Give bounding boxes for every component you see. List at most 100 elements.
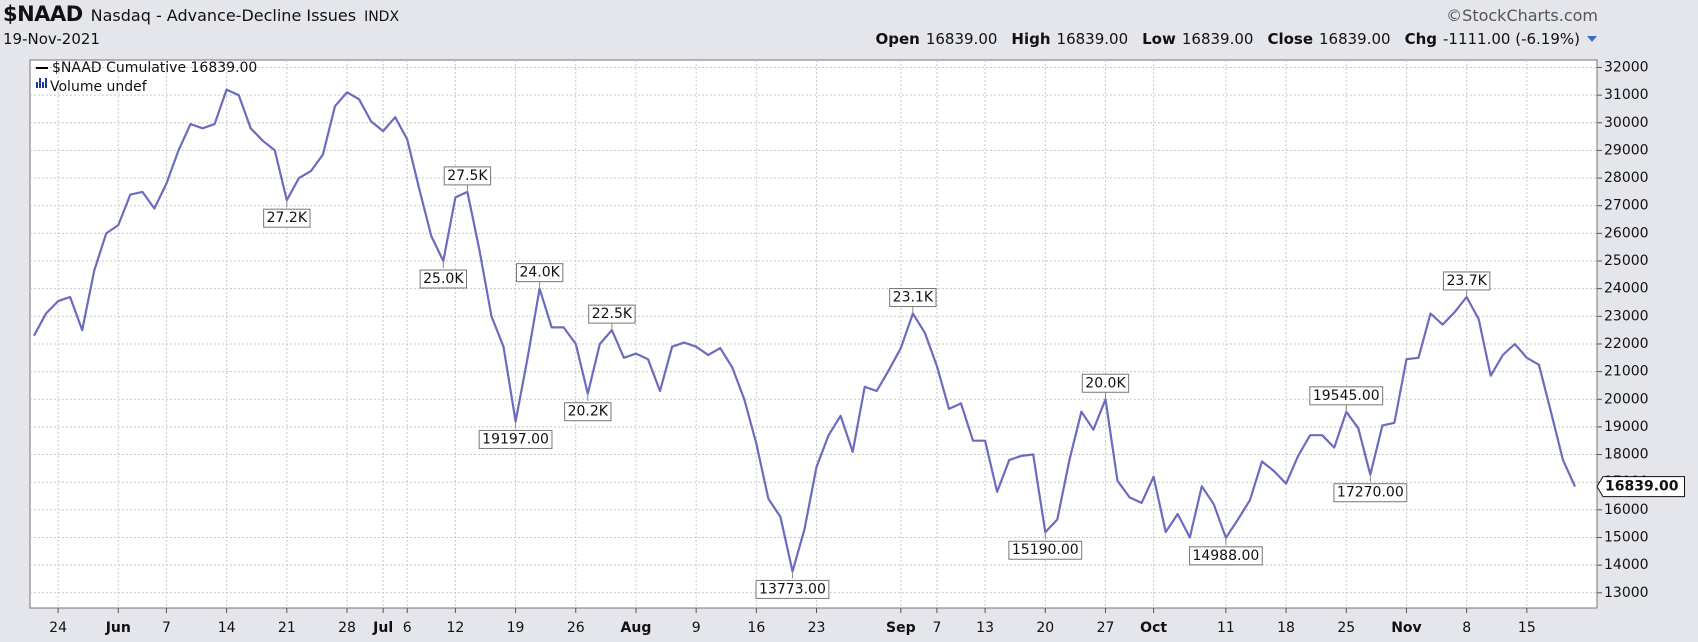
- value-label: 27.5K: [443, 166, 492, 186]
- y-tick-label: 14000: [1604, 557, 1649, 573]
- quote-value: 16839.00: [1056, 30, 1129, 48]
- header-quote: 19-Nov-2021 Open 16839.00 High 16839.00 Low 1…: [3, 30, 1598, 52]
- value-label-text: 20.2K: [568, 404, 609, 420]
- volume-icon-bar: [39, 78, 41, 88]
- value-label-text: 24.0K: [519, 265, 560, 281]
- x-tick-label: Sep: [886, 620, 916, 636]
- volume-legend: Volume undef: [50, 79, 148, 95]
- quote-value: 16839.00: [925, 30, 998, 48]
- y-tick-label: 28000: [1604, 170, 1649, 186]
- x-tick-label: 24: [49, 620, 67, 636]
- last-value-label: 16839.00: [1605, 479, 1679, 495]
- brand: ©StockCharts.com: [1446, 6, 1598, 25]
- x-tick-label: 27: [1097, 620, 1115, 636]
- quote-label: Close: [1267, 30, 1313, 48]
- volume-icon-bar: [45, 78, 47, 88]
- value-label-box: [1333, 483, 1408, 503]
- value-label-box: [419, 269, 468, 289]
- value-label-box: [889, 288, 937, 308]
- x-tick-label: 25: [1337, 620, 1355, 636]
- x-tick-label: 12: [446, 620, 464, 636]
- value-label-text: 25.0K: [423, 271, 464, 287]
- value-label-box: [1309, 386, 1384, 406]
- value-label-box: [515, 263, 564, 283]
- plot-area: [29, 59, 1598, 609]
- value-label-box: [1188, 546, 1263, 566]
- value-label: 14988.00: [1188, 546, 1263, 566]
- quote-label: Chg: [1404, 30, 1438, 48]
- y-tick-label: 30000: [1604, 115, 1649, 131]
- value-label-text: 23.7K: [1446, 273, 1487, 289]
- value-label: 20.2K: [564, 402, 612, 422]
- x-tick-label: 7: [932, 620, 941, 636]
- y-tick-label: 31000: [1604, 87, 1649, 103]
- quote-value: -1111.00 (-6.19%): [1443, 30, 1580, 48]
- value-label-box: [1442, 271, 1491, 291]
- value-label: 22.5K: [588, 304, 636, 324]
- value-label-text: 22.5K: [592, 306, 633, 322]
- value-label: 23.7K: [1442, 271, 1491, 291]
- plot: 27.2K 25.0K 27.5K 19197.00 24.0K 20.2K 22.5K 13…: [33, 88, 1577, 599]
- y-tick-label: 32000: [1604, 59, 1649, 75]
- value-label: 15190.00: [1008, 540, 1083, 560]
- x-tick-label: 11: [1217, 620, 1235, 636]
- x-tick-label: Jul: [372, 620, 393, 636]
- y-tick-label: 19000: [1604, 419, 1649, 435]
- y-tick-label: 16000: [1604, 502, 1649, 518]
- value-label-box: [478, 429, 553, 449]
- quote-label: Low: [1142, 30, 1176, 48]
- value-label-text: 14988.00: [1192, 548, 1259, 564]
- value-label: 19197.00: [478, 429, 553, 449]
- dropdown-icon[interactable]: [1586, 34, 1598, 44]
- y-tick-label: 13000: [1604, 585, 1649, 601]
- value-label-box: [443, 166, 492, 186]
- x-tick-label: Jun: [105, 620, 131, 636]
- value-label-text: 17270.00: [1337, 485, 1404, 501]
- value-label: 24.0K: [515, 263, 564, 283]
- value-label-text: 13773.00: [759, 581, 826, 597]
- volume-icon-bar: [36, 82, 38, 88]
- x-tick-label: 18: [1277, 620, 1295, 636]
- y-tick-label: 23000: [1604, 308, 1649, 324]
- y-tick-label: 24000: [1604, 281, 1649, 297]
- value-label-box: [263, 208, 311, 228]
- x-tick-label: 7: [162, 620, 171, 636]
- value-label-box: [1081, 373, 1130, 393]
- value-label-text: 15190.00: [1012, 542, 1079, 558]
- y-tick-label: 21000: [1604, 364, 1649, 380]
- x-tick-label: 23: [808, 620, 826, 636]
- symbol: $NAAD: [3, 2, 83, 26]
- value-label: 25.0K: [419, 269, 468, 289]
- value-label-box: [588, 304, 636, 324]
- series-line: [33, 88, 1577, 573]
- value-label-box: [1008, 540, 1083, 560]
- x-tick-label: 19: [507, 620, 525, 636]
- quote-value: 16839.00: [1319, 30, 1391, 48]
- y-tick-label: 22000: [1604, 336, 1649, 352]
- x-tick-label: 15: [1518, 620, 1536, 636]
- volume-icon-bar: [42, 82, 44, 88]
- x-tick-label: Aug: [621, 620, 652, 636]
- x-tick-label: 6: [403, 620, 412, 636]
- x-tick-label: 20: [1036, 620, 1054, 636]
- value-label: 27.2K: [263, 208, 311, 228]
- x-tick-label: 16: [747, 620, 765, 636]
- y-tick-label: 29000: [1604, 142, 1649, 158]
- x-tick-label: 13: [976, 620, 994, 636]
- dropdown-arrow: [1587, 36, 1597, 42]
- x-tick-label: 8: [1462, 620, 1471, 636]
- y-tick-label: 25000: [1604, 253, 1649, 269]
- exchange: INDX: [364, 9, 400, 25]
- value-label-text: 23.1K: [893, 290, 934, 306]
- x-tick-label: 9: [692, 620, 701, 636]
- value-label: 13773.00: [755, 579, 830, 599]
- y-tick-label: 26000: [1604, 225, 1649, 241]
- quote-label: High: [1011, 30, 1051, 48]
- value-label-text: 20.0K: [1085, 375, 1126, 391]
- y-tick-label: 15000: [1604, 529, 1649, 545]
- security-name: Nasdaq - Advance-Decline Issues: [90, 6, 357, 25]
- value-label-text: 19545.00: [1313, 388, 1380, 404]
- last-value-box: [1596, 476, 1686, 498]
